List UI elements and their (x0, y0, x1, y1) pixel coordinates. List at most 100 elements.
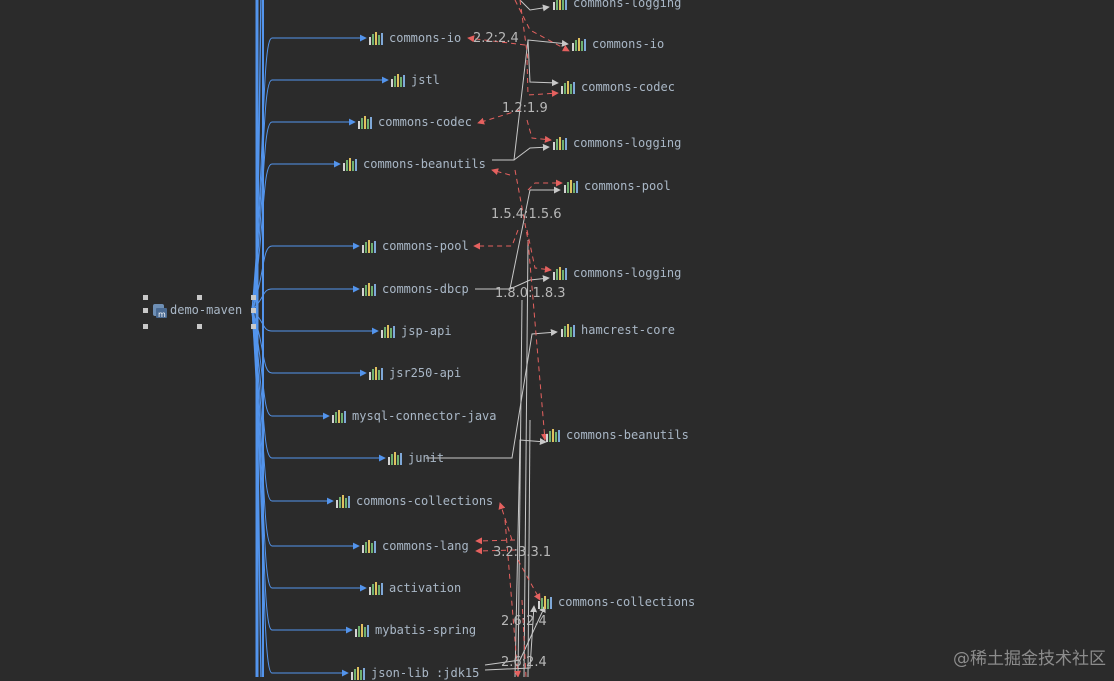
conflict-edge (526, 59, 559, 97)
direct-edge (251, 309, 334, 505)
conflict-edge (475, 537, 516, 545)
node-label: commons-pool (382, 239, 469, 253)
direct-edge (251, 309, 360, 550)
direct-edge (251, 309, 367, 377)
dependency-node-commons-collections-1[interactable]: commons-collections (336, 493, 493, 509)
node-label: commons-collections (558, 595, 696, 609)
node-label: commons-io (389, 31, 462, 45)
dependency-node-junit[interactable]: junit (388, 450, 444, 466)
dependency-node-commons-beanutils-1[interactable]: commons-beanutils (343, 156, 486, 172)
direct-edge (251, 309, 367, 592)
dependency-node-commons-codec-1[interactable]: commons-codec (358, 114, 472, 130)
library-bars-icon (553, 0, 567, 10)
library-bars-icon (369, 366, 383, 380)
conflict-edge (517, 559, 541, 601)
library-bars-icon (358, 115, 372, 129)
node-label: commons-io (592, 37, 665, 51)
transitive-node-commons-pool-2[interactable]: commons-pool (564, 178, 671, 194)
library-bars-icon (351, 666, 365, 680)
selection-handle[interactable] (143, 295, 148, 300)
library-bars-icon (381, 324, 395, 338)
dependency-node-commons-lang[interactable]: commons-lang (362, 538, 469, 554)
root-node[interactable]: m demo-maven (140, 293, 260, 329)
transitive-edge (484, 605, 546, 666)
node-label: jsp-api (401, 324, 452, 338)
library-bars-icon (343, 157, 357, 171)
version-conflict-label: 1.2:1.9 (502, 101, 548, 116)
selection-handle[interactable] (251, 308, 256, 313)
version-conflict-label: 2.2:2.4 (473, 31, 519, 46)
selection-handle[interactable] (143, 308, 148, 313)
library-bars-icon (355, 623, 369, 637)
transitive-node-hamcrest-core[interactable]: hamcrest-core (561, 322, 675, 338)
library-bars-icon (553, 266, 567, 280)
library-bars-icon (553, 136, 567, 150)
library-bars-icon (336, 494, 350, 508)
direct-edge (251, 118, 356, 311)
direct-edge (251, 160, 341, 311)
dependency-node-commons-pool-1[interactable]: commons-pool (362, 238, 469, 254)
transitive-edge (514, 438, 547, 677)
conflict-edge (475, 547, 516, 555)
direct-edge (251, 34, 367, 311)
dependency-node-jsr250-api[interactable]: jsr250-api (369, 365, 461, 381)
dependency-node-activation[interactable]: activation (369, 580, 461, 596)
dependency-node-json-lib[interactable]: json-lib :jdk15 (351, 665, 479, 681)
dependency-node-mybatis-spring[interactable]: mybatis-spring (355, 622, 476, 638)
node-label: commons-dbcp (382, 282, 469, 296)
version-conflict-label: 1.8.0:1.8.3 (495, 286, 566, 301)
selection-handle[interactable] (251, 324, 256, 329)
node-label: commons-beanutils (566, 428, 689, 442)
watermark: @稀土掘金技术社区 (953, 649, 1106, 669)
dependency-node-mysql-connector-java[interactable]: mysql-connector-java (332, 408, 497, 424)
version-conflict-label: 2.6:2.4 (501, 655, 547, 670)
library-bars-icon (391, 73, 405, 87)
transitive-node-commons-logging-top[interactable]: commons-logging (553, 0, 681, 11)
node-label: commons-logging (573, 136, 682, 150)
library-bars-icon (388, 451, 402, 465)
transitive-node-commons-io-2[interactable]: commons-io (572, 36, 664, 52)
conflict-edge (526, 229, 552, 273)
library-bars-icon (369, 581, 383, 595)
transitive-node-commons-logging-3[interactable]: commons-logging (553, 265, 681, 281)
dependency-node-commons-io-1[interactable]: commons-io (369, 30, 461, 46)
transitive-node-commons-codec-2[interactable]: commons-codec (561, 79, 675, 95)
maven-module-icon: m (153, 304, 167, 319)
node-label: mysql-connector-java (352, 409, 497, 423)
conflict-edge (477, 109, 521, 125)
library-bars-icon (561, 80, 575, 94)
transitive-node-commons-beanutils-2[interactable]: commons-beanutils (546, 427, 689, 443)
transitive-edge (475, 186, 561, 290)
transitive-node-commons-collections-2[interactable]: commons-collections (538, 594, 695, 610)
selection-handle[interactable] (143, 324, 148, 329)
transitive-edge (426, 328, 558, 459)
library-bars-icon (362, 282, 376, 296)
library-bars-icon (546, 428, 560, 442)
dependency-node-jstl[interactable]: jstl (391, 72, 440, 88)
selection-handle[interactable] (197, 295, 202, 300)
selection-handle[interactable] (251, 295, 256, 300)
node-label: jsr250-api (389, 366, 462, 380)
transitive-edge (527, 419, 531, 677)
transitive-node-commons-logging-2[interactable]: commons-logging (553, 135, 681, 151)
selection-handle[interactable] (197, 324, 202, 329)
node-label: commons-codec (581, 80, 675, 94)
transitive-edge (509, 275, 550, 290)
library-bars-icon (362, 539, 376, 553)
dependency-node-jsp-api[interactable]: jsp-api (381, 323, 452, 339)
node-label: commons-logging (573, 266, 682, 280)
direct-edge (251, 309, 386, 462)
direct-edge (251, 76, 389, 311)
transitive-edge (527, 39, 559, 87)
node-label: json-lib :jdk15 (371, 666, 480, 680)
conflict-edge (491, 168, 511, 176)
conflict-edge (504, 519, 521, 677)
dependency-node-commons-dbcp[interactable]: commons-dbcp (362, 281, 469, 297)
version-conflict-label: 2.6:2.4 (501, 614, 547, 629)
conflict-edge (473, 229, 519, 250)
node-label: commons-beanutils (363, 157, 486, 171)
transitive-edge (484, 605, 538, 671)
transitive-edge (492, 39, 569, 161)
node-label: activation (389, 581, 462, 595)
